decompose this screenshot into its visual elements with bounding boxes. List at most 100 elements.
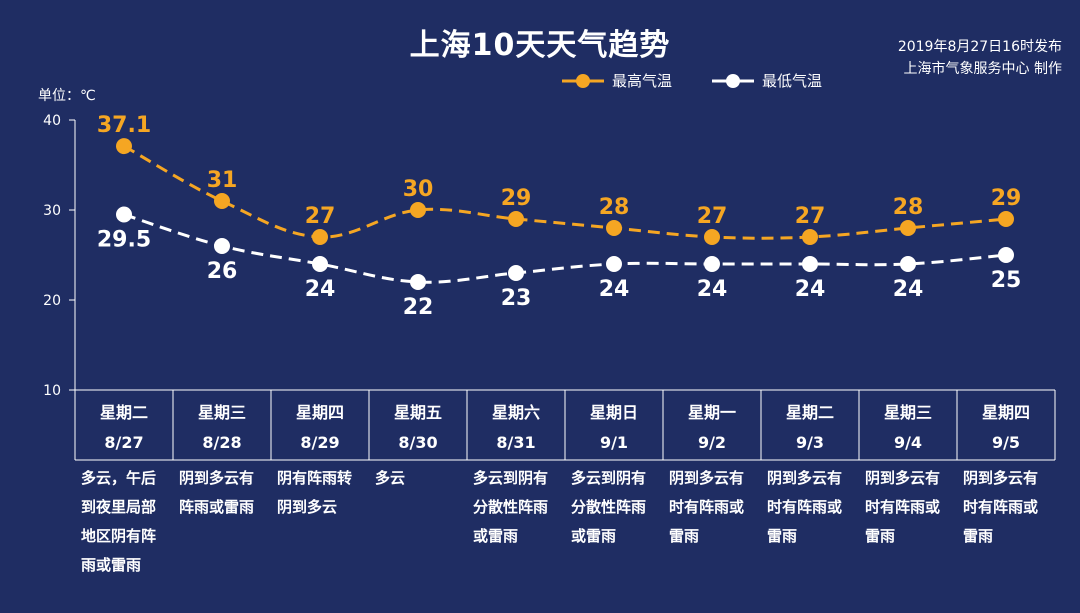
low-temp-point [802, 256, 818, 272]
weather-description-line: 雷雨 [963, 527, 994, 545]
date-label: 8/27 [104, 433, 144, 452]
y-tick-label: 20 [43, 293, 61, 309]
date-label: 9/2 [697, 433, 727, 452]
weather-description: 多云到阴有分散性阵雨或雷雨 [565, 464, 663, 551]
weather-description-line: 时有阵雨或 [767, 498, 843, 516]
legend-marker-low [712, 73, 754, 88]
high-temp-label: 27 [795, 204, 826, 229]
weather-description: 多云，午后 到夜里局部 地区阴有阵 雨或雷雨 [75, 464, 173, 580]
weather-description-line: 阴到多云有 [669, 469, 745, 487]
weather-description-line: 到夜里局部 [81, 498, 157, 516]
legend-label-high: 最高气温 [612, 72, 673, 90]
low-temp-label: 22 [403, 295, 434, 320]
weather-description-line: 阴到多云有 [963, 469, 1039, 487]
high-temp-point [410, 202, 426, 218]
high-temp-point [116, 138, 132, 155]
day-header: 星期日 9/1 [565, 398, 663, 458]
date-label: 8/28 [202, 433, 242, 452]
weekday-label: 星期六 [491, 403, 540, 422]
date-label: 9/4 [893, 433, 923, 452]
weather-description: 多云 [369, 464, 467, 493]
low-temp-point [410, 274, 426, 290]
weather-description-line: 阴有阵雨转 [277, 469, 353, 487]
high-temp-point [312, 229, 328, 245]
date-label: 9/5 [991, 433, 1021, 452]
high-temp-label: 29 [501, 186, 532, 211]
weekday-label: 星期五 [393, 403, 442, 422]
high-temp-point [704, 229, 720, 245]
low-temp-point [900, 256, 916, 272]
low-temp-point [998, 247, 1014, 263]
legend-label-low: 最低气温 [762, 72, 823, 90]
high-temp-point [900, 220, 916, 236]
low-temp-point [116, 206, 132, 223]
weather-description-line: 多云，午后 [81, 469, 157, 487]
unit-label: 单位：℃ [38, 88, 96, 104]
weather-description-line: 多云到阴有 [473, 469, 549, 487]
date-label: 8/31 [496, 433, 536, 452]
weather-description-line: 时有阵雨或 [963, 498, 1039, 516]
day-header: 星期四 9/5 [957, 398, 1055, 458]
low-temp-label: 24 [697, 277, 728, 302]
weekday-label: 星期日 [589, 403, 638, 422]
y-tick-label: 40 [43, 113, 61, 129]
weather-description-line: 分散性阵雨 [571, 498, 647, 516]
low-temp-line [123, 213, 1007, 284]
date-label: 9/1 [599, 433, 629, 452]
weather-description: 阴到多云有时有阵雨或雷雨 [957, 464, 1055, 551]
high-temp-point [802, 229, 818, 245]
weekday-label: 星期四 [981, 403, 1030, 422]
day-header: 星期二 9/3 [761, 398, 859, 458]
weather-description: 阴有阵雨转 阴到多云 [271, 464, 369, 522]
low-temp-point [312, 256, 328, 272]
date-label: 8/30 [398, 433, 438, 452]
day-header: 星期六 8/31 [467, 398, 565, 458]
weekday-label: 星期三 [883, 403, 932, 422]
publish-time: 2019年8月27日16时发布 [897, 39, 1062, 55]
low-temp-point [704, 256, 720, 272]
day-header: 星期二 8/27 [75, 398, 173, 458]
weather-description-line: 雷雨 [865, 527, 896, 545]
weather-description-line: 或雷雨 [473, 527, 519, 545]
legend-marker-high [562, 73, 604, 88]
weather-description-line: 或雷雨 [571, 527, 617, 545]
low-temp-label: 23 [501, 286, 532, 311]
weather-description-line: 雷雨 [669, 527, 700, 545]
day-header: 星期三 9/4 [859, 398, 957, 458]
credit: 2019年8月27日16时发布 上海市气象服务中心 制作 [898, 36, 1062, 80]
low-temp-point [606, 256, 622, 272]
date-label: 9/3 [795, 433, 825, 452]
weather-description: 阴到多云有 时有阵雨或 雷雨 [761, 464, 859, 551]
date-label: 8/29 [300, 433, 340, 452]
low-temp-point [508, 265, 524, 281]
weekday-label: 星期二 [99, 403, 148, 422]
weather-description-line: 阵雨或雷雨 [179, 498, 255, 516]
weather-description: 阴到多云有 时有阵雨或 雷雨 [663, 464, 761, 551]
high-temp-label: 37.1 [97, 113, 151, 138]
high-temp-point [606, 220, 622, 236]
weekday-label: 星期二 [785, 403, 834, 422]
low-temp-label: 25 [991, 268, 1022, 293]
weather-description-line: 分散性阵雨 [473, 498, 549, 516]
day-header: 星期四 8/29 [271, 398, 369, 458]
weather-description-line: 多云到阴有 [571, 469, 647, 487]
weekday-label: 星期三 [197, 403, 246, 422]
legend-item-low: 最低气温 [710, 70, 822, 91]
weather-description-line: 阴到多云有 [179, 469, 255, 487]
weather-description: 阴到多云有 时有阵雨或 雷雨 [859, 464, 957, 551]
low-temp-point [214, 238, 230, 254]
high-temp-point [214, 193, 230, 209]
weather-description-line: 雷雨 [767, 527, 798, 545]
weather-description-line: 阴到多云有 [865, 469, 941, 487]
weekday-label: 星期四 [295, 403, 344, 422]
high-temp-label: 28 [599, 195, 630, 220]
high-temp-label: 28 [893, 195, 924, 220]
legend-item-high: 最高气温 [560, 70, 672, 91]
weather-description: 多云到阴有分散性阵雨或雷雨 [467, 464, 565, 551]
low-temp-label: 26 [207, 259, 238, 284]
weather-description-line: 多云 [375, 469, 406, 487]
low-temp-label: 24 [893, 277, 924, 302]
high-temp-label: 31 [207, 168, 238, 193]
high-temp-line [123, 144, 1007, 240]
